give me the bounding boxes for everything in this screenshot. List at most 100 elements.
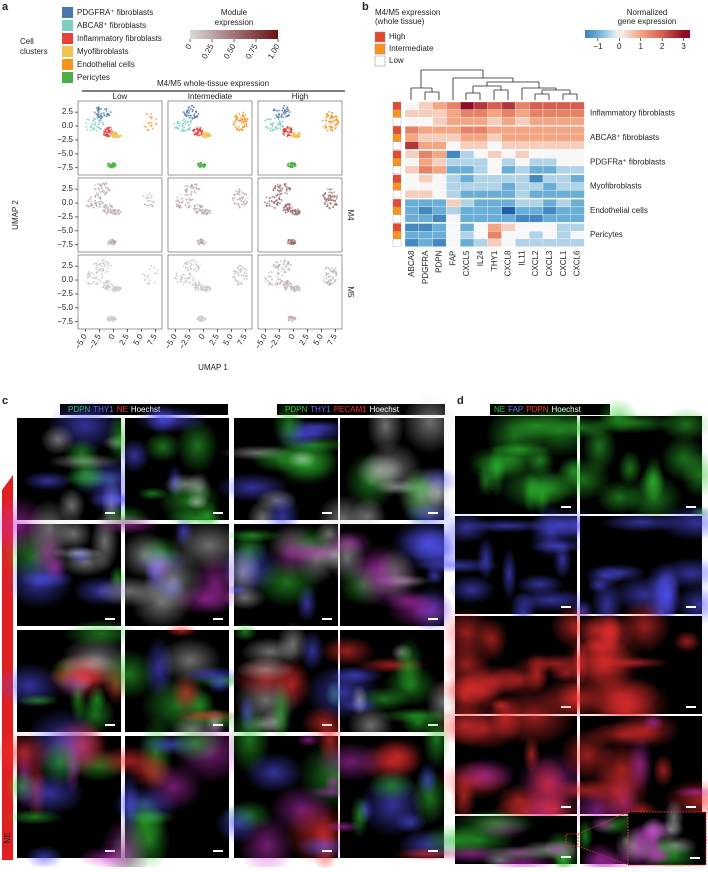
umap-cell [98, 126, 101, 129]
umap-cell [197, 134, 200, 137]
umap-cell [267, 279, 270, 282]
umap-cell [201, 242, 204, 244]
umap-cell [241, 126, 244, 128]
gradient-label: NE [3, 832, 12, 843]
umap-cell [290, 283, 293, 286]
umap-cell [94, 121, 97, 124]
umap-cell [117, 290, 119, 293]
umap-cell [149, 196, 152, 199]
umap-cell [185, 279, 188, 282]
umap-cell [175, 125, 178, 128]
colorbar [190, 30, 278, 39]
umap-cell [241, 283, 243, 286]
umap-cell [288, 267, 291, 270]
panel-label: d [457, 395, 464, 407]
umap-cell [273, 263, 276, 266]
umap-cell [150, 121, 153, 124]
umap-cell [200, 320, 203, 322]
umap-cell [233, 274, 236, 277]
heatmap-cell [487, 126, 502, 135]
umap-cell [187, 200, 190, 203]
stain-signal [586, 577, 610, 593]
umap-panel [77, 100, 163, 176]
umap-cell [190, 267, 192, 270]
legend-label: Myofibroblasts [77, 47, 129, 56]
umap-cell [329, 196, 332, 199]
umap-cell [328, 191, 330, 194]
umap-cell [284, 109, 287, 112]
micrograph [93, 514, 248, 630]
stain-word: NE [117, 405, 128, 414]
heatmap-cell [542, 238, 557, 247]
heatmap-cell [404, 199, 419, 208]
heatmap-cell [473, 126, 488, 135]
umap-cell [325, 205, 328, 208]
y-tick-label: 0.0 [62, 198, 74, 207]
umap-cell [192, 187, 195, 190]
umap-cell [328, 197, 331, 200]
heatmap-cell [473, 206, 488, 215]
heatmap-cell [473, 101, 488, 110]
umap-cell [233, 121, 235, 124]
umap-cell [152, 201, 155, 203]
umap-cell [282, 263, 285, 265]
umap-cell [287, 210, 290, 212]
umap-cell [335, 197, 338, 200]
heatmap-cell [446, 150, 461, 159]
umap-cell [270, 123, 273, 126]
umap-cell [100, 203, 103, 206]
umap-cell [108, 318, 111, 321]
umap-cell [189, 194, 192, 197]
heatmap-cell [432, 150, 447, 159]
heatmap-cell [556, 126, 571, 135]
umap-cell [334, 267, 337, 270]
heatmap-cell [529, 165, 544, 174]
annotation-cell [392, 109, 402, 118]
umap-cell [286, 268, 289, 271]
heatmap-cell [432, 206, 447, 215]
umap-cell [182, 128, 184, 131]
umap-cell [101, 116, 104, 118]
stain-signal [93, 514, 162, 535]
header: M4/M5 whole-tissue expression [157, 79, 269, 88]
umap-cell [183, 118, 186, 120]
umap-cell [195, 110, 198, 113]
umap-cell [276, 276, 279, 279]
umap-cell [155, 269, 158, 272]
heatmap-cell [529, 126, 544, 135]
stain-signal [396, 466, 463, 523]
umap-cell [331, 114, 334, 117]
annotation-cell [392, 182, 402, 191]
umap-cell [191, 109, 194, 111]
umap-cell [287, 165, 290, 168]
umap-cell [245, 194, 248, 197]
umap-cell [109, 239, 112, 242]
y-tick-label: −2.5 [57, 212, 73, 221]
umap-cell [92, 187, 95, 190]
umap-cell [93, 277, 96, 280]
umap-cell [87, 274, 90, 277]
umap-cell [265, 278, 268, 281]
umap-cell [284, 211, 287, 214]
umap-cell [100, 114, 102, 117]
umap-cell [98, 268, 101, 271]
stain-signal [137, 487, 169, 501]
umap-cell [201, 133, 204, 136]
heatmap-cell [570, 126, 585, 135]
umap-panel [77, 254, 163, 330]
heatmap-cell [432, 133, 447, 142]
umap-cell [203, 242, 206, 245]
umap-cell [240, 203, 243, 206]
umap-cell [92, 117, 95, 120]
umap-cell [265, 196, 268, 199]
stain-signal [314, 742, 387, 782]
micrograph [614, 799, 706, 871]
umap-cell [105, 182, 108, 185]
heatmap-cell [515, 174, 530, 183]
umap-cell [189, 262, 192, 265]
x-tick-label: 5.0 [311, 332, 325, 347]
umap-cell [288, 242, 291, 245]
heatmap-cell [542, 231, 557, 240]
heatmap-cell [446, 231, 461, 240]
umap-cell [189, 276, 192, 279]
